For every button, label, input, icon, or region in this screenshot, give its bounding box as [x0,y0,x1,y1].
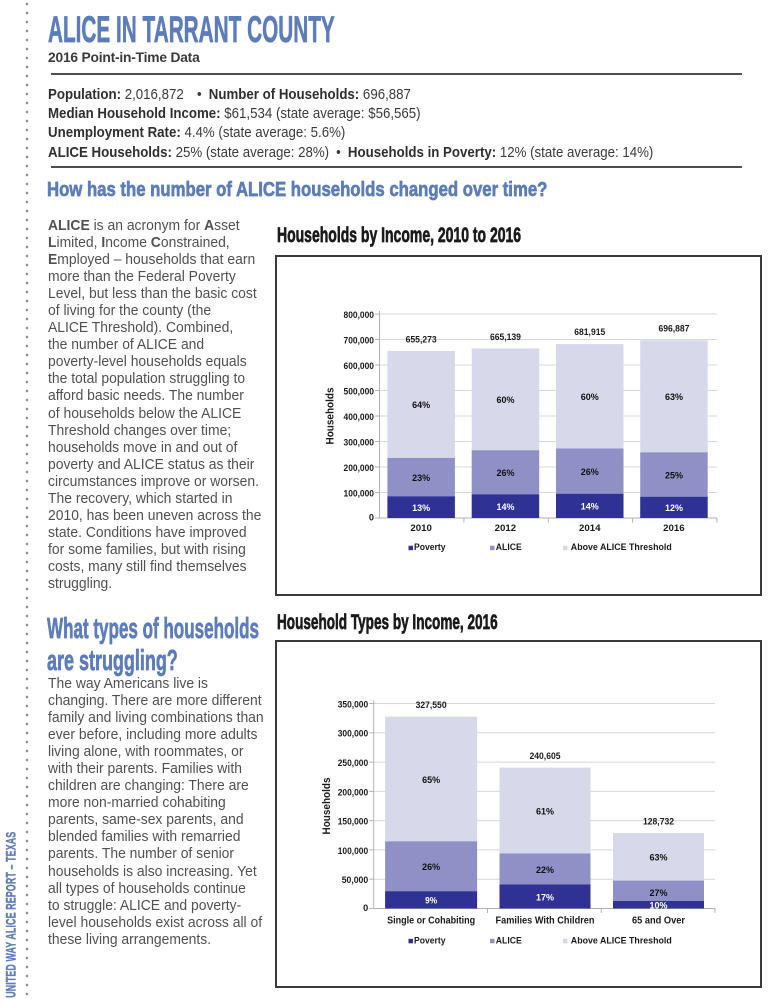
svg-text:0: 0 [363,903,368,913]
svg-text:2014: 2014 [579,522,601,533]
svg-text:27%: 27% [650,888,668,899]
svg-text:665,139: 665,139 [490,331,521,342]
svg-text:128,732: 128,732 [643,816,674,827]
svg-text:26%: 26% [496,468,514,479]
svg-text:400,000: 400,000 [344,412,375,422]
svg-text:327,550: 327,550 [416,699,447,710]
svg-text:14%: 14% [581,502,599,513]
svg-text:200,000: 200,000 [344,463,375,473]
svg-text:Poverty: Poverty [414,542,446,553]
svg-text:23%: 23% [412,473,430,484]
svg-text:13%: 13% [412,503,430,514]
svg-text:200,000: 200,000 [338,787,369,797]
svg-text:800,000: 800,000 [344,310,375,320]
svg-text:250,000: 250,000 [338,758,369,768]
svg-text:ALICE: ALICE [496,542,522,553]
svg-text:Households: Households [325,388,337,445]
svg-text:2016: 2016 [663,522,685,533]
svg-text:100,000: 100,000 [338,846,369,856]
svg-text:9%: 9% [425,896,437,907]
svg-text:150,000: 150,000 [338,817,369,827]
svg-text:655,273: 655,273 [406,333,437,344]
svg-text:300,000: 300,000 [338,729,369,739]
svg-text:61%: 61% [536,806,554,817]
svg-text:64%: 64% [412,400,430,411]
svg-text:63%: 63% [665,392,683,403]
svg-text:700,000: 700,000 [344,335,375,345]
svg-text:Above ALICE Threshold: Above ALICE Threshold [571,935,672,946]
svg-text:Single or Cohabiting: Single or Cohabiting [387,915,475,926]
svg-text:50,000: 50,000 [342,875,369,885]
svg-text:Poverty: Poverty [414,935,446,946]
svg-text:Families With Children: Families With Children [496,915,595,926]
svg-text:240,605: 240,605 [530,750,561,761]
svg-text:500,000: 500,000 [344,386,375,396]
svg-text:60%: 60% [496,395,514,406]
svg-text:63%: 63% [650,853,668,864]
svg-text:65 and Over: 65 and Over [632,915,685,926]
svg-text:ALICE: ALICE [496,935,522,946]
svg-text:350,000: 350,000 [338,699,369,709]
svg-text:26%: 26% [581,467,599,478]
svg-text:10%: 10% [650,901,668,912]
svg-text:681,915: 681,915 [574,326,605,337]
svg-text:2012: 2012 [495,522,517,533]
svg-text:60%: 60% [581,392,599,403]
svg-text:Households: Households [321,778,333,835]
svg-text:17%: 17% [536,892,554,903]
svg-text:14%: 14% [496,502,514,513]
svg-text:65%: 65% [422,775,440,786]
svg-text:0: 0 [369,513,374,523]
svg-text:300,000: 300,000 [344,437,375,447]
svg-text:12%: 12% [665,503,683,514]
svg-text:25%: 25% [665,470,683,481]
svg-text:26%: 26% [422,862,440,873]
svg-text:600,000: 600,000 [344,361,375,371]
svg-text:696,887: 696,887 [658,323,689,334]
svg-text:Above ALICE Threshold: Above ALICE Threshold [571,542,672,553]
svg-text:22%: 22% [536,865,554,876]
svg-text:100,000: 100,000 [344,488,375,498]
svg-text:2010: 2010 [410,522,432,533]
